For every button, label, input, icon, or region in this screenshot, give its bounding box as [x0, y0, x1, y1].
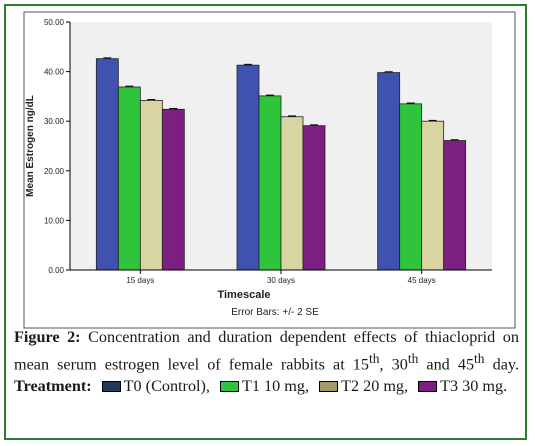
legend-swatch-t3	[418, 381, 438, 393]
error-bar-note: Error Bars: +/- 2 SE	[231, 307, 319, 318]
bar-t1-0	[117, 86, 141, 271]
legend-label-t2: T2 20 mg,	[341, 377, 409, 396]
bar-t3-2	[443, 140, 467, 271]
x-axis: 15 days 30 days 45 days	[126, 270, 436, 285]
bar-t0-1	[236, 64, 260, 271]
y-tick-label: 0.00	[48, 266, 64, 275]
bar-t2-0	[139, 99, 163, 271]
bar-t3-0	[161, 108, 185, 271]
y-tick-label: 20.00	[44, 167, 65, 176]
figure-caption: Figure 2: Concentration and duration dep…	[14, 326, 519, 397]
bar-t2-2	[421, 120, 445, 271]
caption-text-4: day.	[484, 355, 520, 374]
figure-label: Figure 2:	[14, 328, 81, 346]
bar-t2-1	[280, 116, 304, 271]
caption-sup-3: th	[474, 351, 485, 366]
x-axis-title: Timescale	[217, 289, 270, 301]
y-tick-label: 30.00	[44, 117, 65, 126]
bar-t1-2	[399, 103, 423, 271]
treatment-label: Treatment:	[14, 377, 92, 396]
y-tick-label: 40.00	[44, 68, 65, 77]
bar-t0-0	[95, 58, 119, 271]
y-tick-label: 50.00	[44, 18, 65, 27]
bar-t0-2	[377, 72, 401, 271]
bars-group	[95, 57, 467, 271]
x-tick-label: 30 days	[267, 276, 295, 285]
bar-t3-1	[302, 125, 326, 271]
legend-label-t0: T0 (Control),	[123, 377, 210, 396]
legend-swatch-t0	[101, 381, 121, 393]
caption-text-2: , 30	[379, 355, 408, 374]
x-tick-label: 45 days	[408, 276, 436, 285]
caption-text-3: and 45	[418, 355, 475, 374]
legend-swatch-t2	[319, 381, 339, 393]
caption-text-main: Concentration and duration dependent eff…	[14, 328, 519, 374]
chart-border	[23, 11, 516, 329]
x-tick-label: 15 days	[126, 276, 154, 285]
legend-label-t3: T3 30 mg.	[440, 377, 508, 396]
caption-sup-1: th	[368, 351, 380, 366]
bar-t1-1	[258, 95, 282, 271]
caption-sup-2: th	[407, 351, 419, 366]
legend-swatch-t1	[220, 381, 240, 393]
legend-label-t1: T1 10 mg,	[242, 377, 310, 396]
bar-chart: 0.00 10.00 20.00 30.00 40.00 50.00 15 days 30 …	[23, 11, 516, 329]
y-axis-title: Mean Estrogen ng/dL	[25, 95, 36, 197]
y-axis: 0.00 10.00 20.00 30.00 40.00 50.00	[44, 18, 70, 275]
y-tick-label: 10.00	[44, 216, 65, 225]
